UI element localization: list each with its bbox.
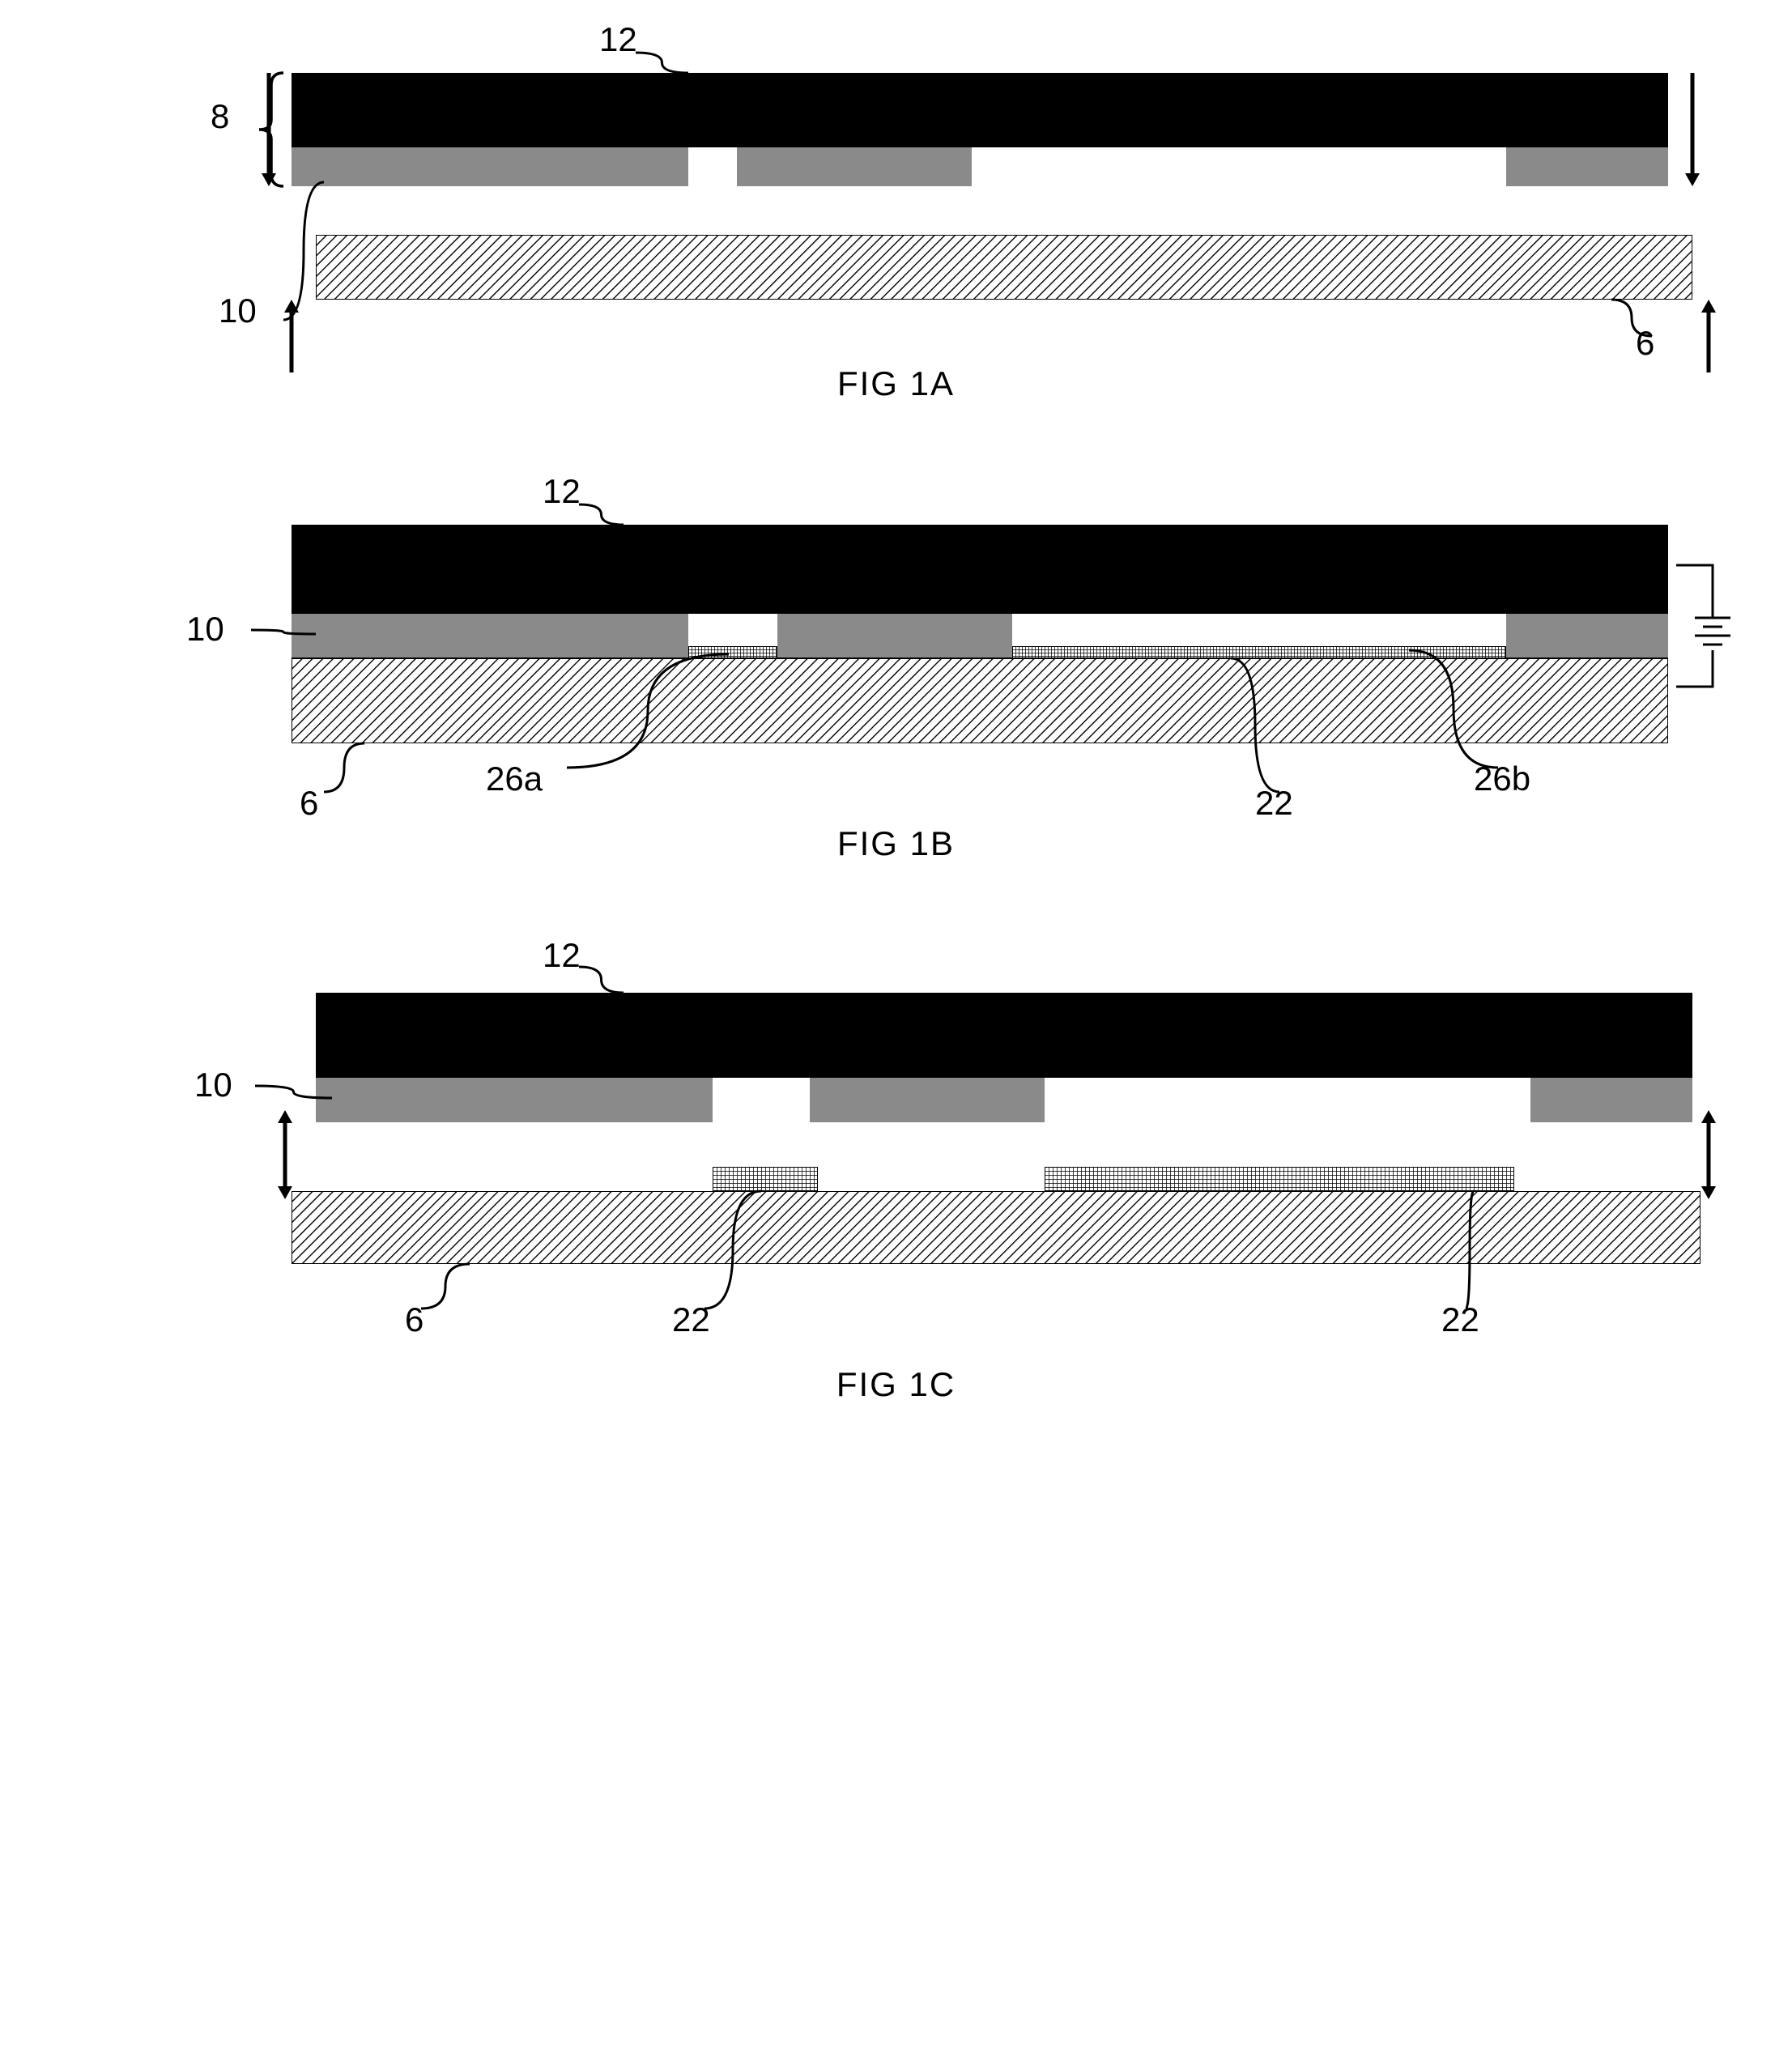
label-10: 10 bbox=[186, 610, 224, 649]
figure-1a-stage: 128106 bbox=[81, 49, 1711, 340]
deposit-region bbox=[1045, 1167, 1514, 1191]
motion-arrow-icon bbox=[257, 73, 281, 190]
mask-segment bbox=[810, 1078, 1045, 1122]
double-arrow-icon bbox=[273, 1110, 297, 1203]
label-6: 6 bbox=[300, 784, 318, 823]
anode-layer bbox=[316, 993, 1692, 1078]
double-arrow-icon bbox=[1696, 1110, 1721, 1203]
motion-arrow-icon bbox=[1680, 73, 1705, 190]
figure-1c-caption: FIG 1C bbox=[81, 1365, 1711, 1404]
battery-icon bbox=[1676, 533, 1741, 735]
mask-segment bbox=[737, 147, 972, 186]
label-10: 10 bbox=[194, 1066, 232, 1104]
label-26a: 26a bbox=[486, 760, 543, 798]
mask-segment bbox=[1530, 1078, 1692, 1122]
mask-segment bbox=[316, 1078, 713, 1122]
mask-segment bbox=[1506, 147, 1668, 186]
figure-1b: 121026a26b226 FIG 1B bbox=[81, 525, 1711, 863]
label-8: 8 bbox=[211, 97, 229, 136]
mask-segment bbox=[777, 614, 1012, 658]
figure-1b-stage: 121026a26b226 bbox=[81, 525, 1711, 800]
figure-1c-stage: 121062222 bbox=[81, 985, 1711, 1341]
anode-layer bbox=[292, 73, 1668, 147]
substrate-layer bbox=[292, 1191, 1700, 1264]
substrate-layer bbox=[316, 235, 1692, 300]
motion-arrow-icon bbox=[279, 300, 304, 377]
motion-arrow-icon bbox=[1696, 300, 1721, 377]
anode-layer bbox=[292, 525, 1668, 614]
label-10: 10 bbox=[219, 292, 257, 330]
figure-1c: 121062222 FIG 1C bbox=[81, 985, 1711, 1404]
mask-segment bbox=[1506, 614, 1668, 658]
mask-segment bbox=[292, 147, 688, 186]
figure-1a-caption: FIG 1A bbox=[81, 364, 1711, 403]
figure-1a: 128106 FIG 1A bbox=[81, 49, 1711, 403]
figure-1b-caption: FIG 1B bbox=[81, 824, 1711, 863]
